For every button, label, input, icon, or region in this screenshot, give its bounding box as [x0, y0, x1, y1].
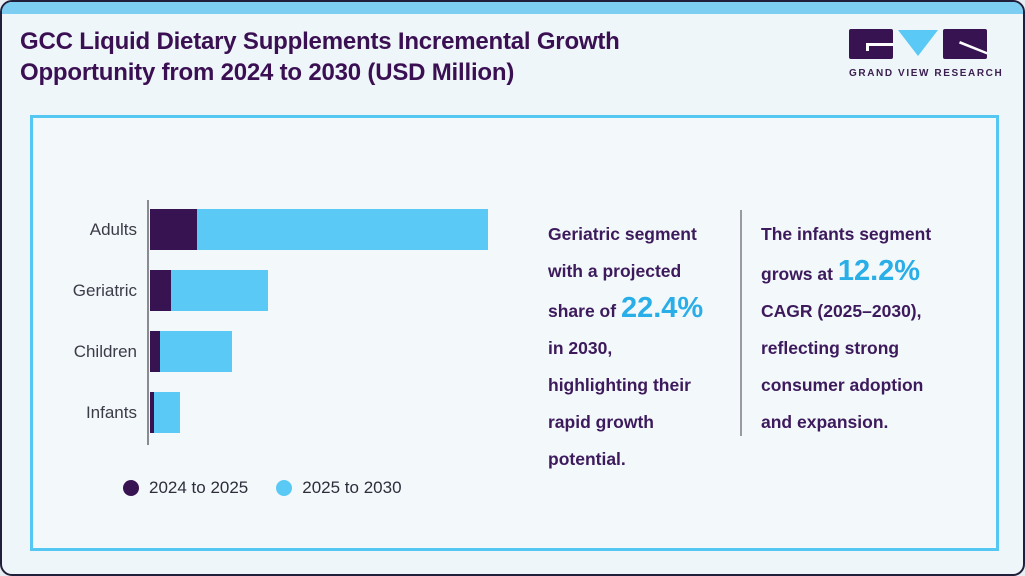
insight-text: Geriatric segment with a projected share…: [548, 224, 697, 321]
bar-segment: [171, 270, 268, 311]
logo-r-glyph: [959, 41, 987, 55]
bar-segment: [159, 331, 232, 372]
gvr-logo: GRAND VIEW RESEARCH: [849, 28, 1004, 79]
insight-infants: The infants segment grows at 12.2% CAGR …: [761, 216, 949, 441]
bar-row-infants: Infants: [33, 392, 518, 433]
chart-legend: 2024 to 2025 2025 to 2030: [123, 478, 402, 498]
chart-panel: Adults Geriatric Children Infants 2024 to 2…: [30, 115, 999, 551]
title-line-2: Opportunity from 2024 to 2030 (USD Milli…: [20, 59, 515, 86]
insight-divider: [740, 210, 742, 436]
category-label: Infants: [85, 403, 137, 422]
bar-segment: [150, 392, 154, 433]
bar-row-children: Children: [33, 331, 518, 372]
legend-label: 2024 to 2025: [149, 478, 249, 497]
category-label: Children: [73, 342, 137, 361]
legend-dot-icon: [123, 480, 139, 496]
legend-label: 2025 to 2030: [302, 478, 402, 497]
bar-track: [150, 392, 510, 433]
title-line-1: GCC Liquid Dietary Supplements Increment…: [20, 28, 620, 55]
category-label: Geriatric: [72, 281, 137, 300]
bar-track: [150, 331, 510, 372]
bar-track: [150, 209, 510, 250]
bar-segment: [197, 209, 488, 250]
legend-dot-icon: [276, 480, 293, 496]
bar-row-geriatric: Geriatric: [33, 270, 518, 311]
highlight-value: 12.2%: [837, 255, 921, 287]
gvr-logo-mark: [849, 29, 987, 59]
y-axis-line: [147, 200, 149, 445]
top-accent-bar: [2, 2, 1023, 14]
insight-geriatric: Geriatric segment with a projected share…: [548, 216, 716, 478]
legend-item: 2024 to 2025: [123, 478, 248, 498]
logo-v-glyph: [898, 30, 938, 56]
bar-row-adults: Adults: [33, 209, 518, 250]
bar-segment: [150, 209, 197, 250]
highlight-value: 22.4%: [620, 292, 704, 324]
bar-segment: [153, 392, 180, 433]
logo-g-glyph: [866, 43, 893, 51]
bar-segment: [150, 331, 160, 372]
insight-text: in 2030, highlighting their rapid growth…: [548, 338, 691, 469]
bar-track: [150, 270, 510, 311]
page-title: GCC Liquid Dietary Supplements Increment…: [20, 26, 620, 88]
insight-text: The infants segment grows at: [761, 224, 932, 284]
insight-text: CAGR (2025–2030), reflecting strong cons…: [761, 301, 924, 432]
legend-item: 2025 to 2030: [276, 478, 402, 498]
logo-wordmark: GRAND VIEW RESEARCH: [849, 68, 1004, 79]
category-label: Adults: [89, 220, 137, 239]
bar-segment: [150, 270, 171, 311]
